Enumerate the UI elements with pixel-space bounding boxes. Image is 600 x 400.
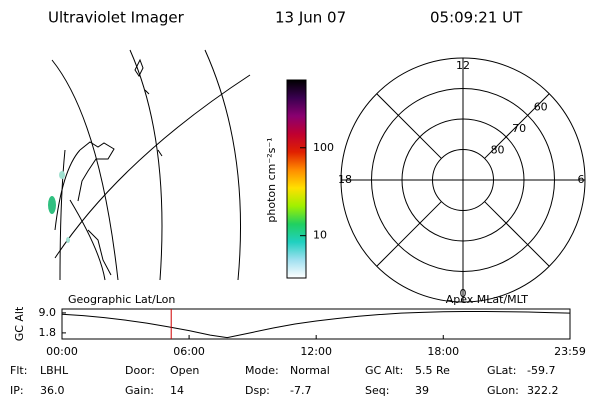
title: Ultraviolet Imager bbox=[48, 9, 185, 27]
map-grid bbox=[51, 59, 119, 281]
aurora bbox=[59, 171, 65, 179]
x-tick-label: 00:00 bbox=[46, 345, 78, 358]
info-value: -59.7 bbox=[527, 364, 555, 377]
time: 05:09:21 UT bbox=[430, 9, 523, 27]
ring-label: 60 bbox=[534, 100, 548, 113]
x-tick-label: 06:00 bbox=[173, 345, 205, 358]
mlt-label: 12 bbox=[456, 59, 470, 72]
date: 13 Jun 07 bbox=[275, 9, 346, 27]
map-grid bbox=[54, 149, 81, 231]
mlt-label: 18 bbox=[338, 173, 352, 186]
aurora bbox=[66, 237, 70, 243]
map-grid bbox=[54, 74, 251, 259]
x-tick-label: 18:00 bbox=[427, 345, 459, 358]
map-grid bbox=[69, 199, 106, 281]
info-label: Flt: bbox=[10, 364, 27, 377]
spoke bbox=[376, 201, 442, 267]
map-grid bbox=[204, 49, 241, 281]
map-panel bbox=[48, 49, 251, 281]
mlt-label: 0 bbox=[460, 287, 467, 300]
ring-label: 70 bbox=[512, 122, 526, 135]
colorbar bbox=[286, 79, 307, 279]
plot-frame bbox=[61, 308, 571, 340]
y-tick-label: 1.8 bbox=[39, 326, 57, 339]
spoke bbox=[484, 201, 550, 267]
info-label: IP: bbox=[10, 384, 24, 397]
colorbar-label: photon cm⁻²s⁻¹ bbox=[265, 137, 278, 222]
y-axis-label: GC Alt bbox=[13, 306, 26, 341]
map-grid bbox=[129, 49, 163, 281]
x-tick-label: 12:00 bbox=[300, 345, 332, 358]
ring-label: 80 bbox=[491, 143, 505, 156]
info-value: 39 bbox=[415, 384, 429, 397]
info-value: Open bbox=[170, 364, 199, 377]
info-label: GC Alt: bbox=[365, 364, 403, 377]
colorbar-tick-label: 100 bbox=[313, 141, 334, 154]
info-value: 322.2 bbox=[527, 384, 559, 397]
info-label: Door: bbox=[125, 364, 155, 377]
spoke bbox=[376, 93, 442, 159]
info-label: GLat: bbox=[487, 364, 516, 377]
info-value: 36.0 bbox=[40, 384, 65, 397]
info-value: LBHL bbox=[40, 364, 69, 377]
info-value: 14 bbox=[170, 384, 184, 397]
altitude-line bbox=[61, 311, 571, 339]
spoke bbox=[484, 93, 550, 159]
map-grid bbox=[59, 149, 66, 281]
panel-label: Geographic Lat/Lon bbox=[68, 293, 175, 306]
info-value: Normal bbox=[290, 364, 330, 377]
info-label: GLon: bbox=[487, 384, 519, 397]
coastline bbox=[77, 58, 163, 276]
info-value: -7.7 bbox=[290, 384, 311, 397]
mlt-label: 6 bbox=[578, 173, 585, 186]
info-label: Dsp: bbox=[245, 384, 270, 397]
colorbar-tick-label: 10 bbox=[313, 229, 327, 242]
info-label: Mode: bbox=[245, 364, 279, 377]
info-label: Gain: bbox=[125, 384, 154, 397]
aurora bbox=[48, 196, 56, 214]
info-value: 5.5 Re bbox=[415, 364, 450, 377]
y-tick-label: 9.0 bbox=[39, 306, 57, 319]
x-tick-label: 23:59 bbox=[554, 345, 586, 358]
info-label: Seq: bbox=[365, 384, 389, 397]
